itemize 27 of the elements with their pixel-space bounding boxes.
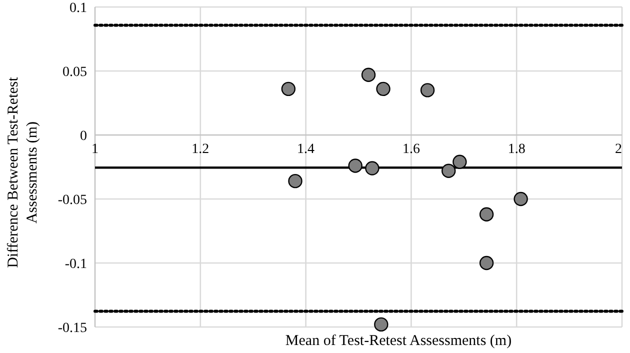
point <box>420 83 435 98</box>
x-tick-label: 2 <box>615 142 622 157</box>
point <box>452 154 467 169</box>
point <box>479 256 494 270</box>
point <box>348 158 362 173</box>
y-axis-title: Difference Between Test-Retest Assessments (m) <box>4 76 41 270</box>
point <box>442 164 456 178</box>
x-tick-label: 1.6 <box>402 142 420 157</box>
y-tick-label: -0.15 <box>58 320 87 336</box>
y-tick-label: -0.05 <box>58 192 87 208</box>
x-tick-label: 1.2 <box>192 142 210 157</box>
x-tick-label: 1 <box>92 142 98 157</box>
point <box>374 317 388 332</box>
x-axis-title: Mean of Test-Retest Assessments (m) <box>285 333 512 349</box>
point <box>361 68 376 82</box>
y-tick-label: 0 <box>80 128 87 144</box>
y-tick-label: -0.1 <box>64 256 87 272</box>
y-tick-label: 0.05 <box>62 64 87 80</box>
y-tick-label: 0.1 <box>70 0 87 16</box>
point <box>281 82 296 96</box>
point <box>376 82 390 96</box>
point <box>479 207 494 222</box>
x-tick-label: 1.8 <box>508 142 526 157</box>
point <box>288 174 302 188</box>
point <box>365 161 380 176</box>
point <box>514 192 528 206</box>
x-tick-label: 1.4 <box>297 142 315 157</box>
